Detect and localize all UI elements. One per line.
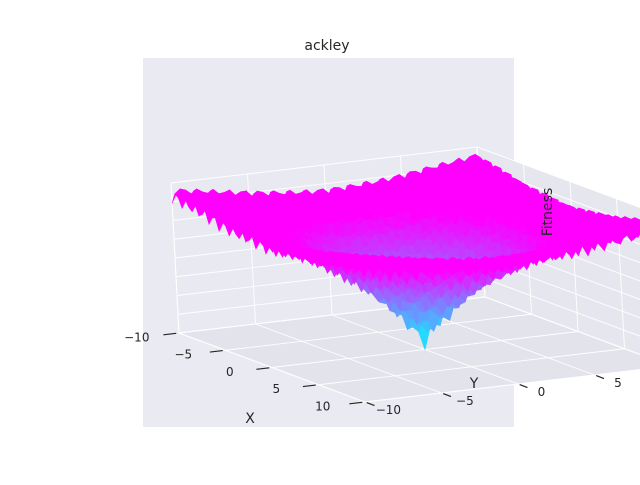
surface-patch xyxy=(353,255,364,274)
x-tick-label: −5 xyxy=(174,348,192,362)
x-tick-label: 5 xyxy=(272,382,280,396)
x-tick-label: −10 xyxy=(124,331,149,345)
x-tick-mark xyxy=(349,401,363,405)
y-tick-label: 0 xyxy=(538,385,546,399)
y-tick-mark xyxy=(519,384,528,389)
x-tick-mark xyxy=(209,349,223,353)
grid-line-z xyxy=(483,277,640,337)
surface-plot xyxy=(171,153,640,350)
y-tick-label: 5 xyxy=(614,376,622,390)
x-tick-label: 10 xyxy=(315,400,330,414)
grid-line-y xyxy=(484,296,640,355)
y-tick-mark xyxy=(595,375,605,380)
axis-ticks: −10−50510−10−505102.55.07.510.012.515.01… xyxy=(124,331,622,418)
x-tick-mark xyxy=(163,332,177,336)
y-tick-mark xyxy=(366,402,375,407)
x-tick-mark xyxy=(302,384,316,388)
y-tick-mark xyxy=(442,393,452,398)
grid-line-y xyxy=(178,332,366,403)
y-tick-label: −10 xyxy=(376,403,401,417)
grid-line-y xyxy=(255,323,442,394)
x-axis-label: X xyxy=(245,411,255,427)
chart-title: ackley xyxy=(304,38,349,54)
x-tick-label: 0 xyxy=(226,365,234,379)
y-axis-label: Y xyxy=(469,376,479,392)
z-axis-label: Fitness xyxy=(540,188,556,237)
x-tick-mark xyxy=(256,367,270,370)
y-tick-label: −5 xyxy=(456,394,474,408)
